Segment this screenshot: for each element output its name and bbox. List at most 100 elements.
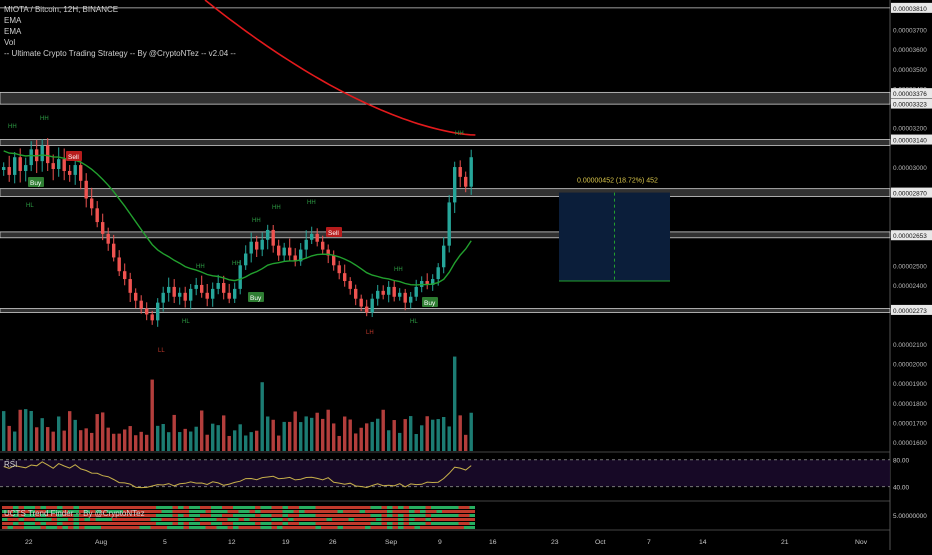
price-tag bbox=[891, 98, 932, 109]
swing-label: HL bbox=[182, 319, 190, 325]
trend-cell bbox=[145, 514, 151, 517]
trend-cell bbox=[189, 518, 195, 521]
trend-finder-label[interactable]: UCTS Trend Finder -- By @CryptoNTez bbox=[4, 509, 145, 518]
candle-body bbox=[172, 286, 176, 297]
trend-cell bbox=[436, 518, 442, 521]
trend-cell bbox=[381, 514, 387, 517]
candle-body bbox=[178, 292, 182, 297]
trend-cell bbox=[189, 522, 195, 525]
indicator-ema-2[interactable]: EMA bbox=[4, 27, 22, 36]
trend-cell bbox=[57, 526, 63, 529]
price-axis-label: 0.00002000 bbox=[893, 362, 927, 369]
trend-cell bbox=[57, 518, 63, 521]
trend-cell bbox=[249, 518, 255, 521]
trend-cell bbox=[436, 506, 442, 509]
trend-cell bbox=[387, 518, 393, 521]
signal-label: Buy bbox=[250, 295, 262, 302]
trend-cell bbox=[2, 514, 8, 517]
trend-cell bbox=[282, 510, 288, 513]
trend-cell bbox=[79, 510, 85, 513]
trend-cell bbox=[73, 526, 79, 529]
trend-cell bbox=[447, 514, 453, 517]
trend-cell bbox=[387, 510, 393, 513]
trend-cell bbox=[348, 510, 354, 513]
trend-cell bbox=[288, 514, 294, 517]
volume-bar bbox=[189, 431, 193, 451]
volume-bar bbox=[365, 423, 369, 451]
trend-cell bbox=[222, 522, 228, 525]
indicator-vol[interactable]: Vol bbox=[4, 38, 16, 47]
trend-cell bbox=[95, 518, 101, 521]
candle-body bbox=[255, 241, 259, 250]
trend-cell bbox=[293, 522, 299, 525]
trend-cell bbox=[381, 506, 387, 509]
volume-bar bbox=[150, 379, 154, 451]
trend-cell bbox=[79, 526, 85, 529]
volume-bar bbox=[216, 425, 220, 451]
volume-bar bbox=[376, 418, 380, 451]
rsi-label[interactable]: RSI bbox=[4, 460, 18, 469]
trend-cell bbox=[57, 514, 63, 517]
trend-cell bbox=[73, 522, 79, 525]
swing-label: LH bbox=[366, 330, 374, 336]
trend-cell bbox=[414, 510, 420, 513]
volume-bar bbox=[354, 433, 358, 451]
trend-cell bbox=[101, 518, 107, 521]
trend-cell bbox=[128, 506, 134, 509]
trend-cell bbox=[409, 518, 415, 521]
trend-cell bbox=[161, 506, 167, 509]
candle-body bbox=[161, 292, 165, 303]
trend-cell bbox=[211, 522, 217, 525]
trend-cell bbox=[282, 514, 288, 517]
trend-cell bbox=[354, 522, 360, 525]
trend-cell bbox=[156, 518, 162, 521]
trend-cell bbox=[145, 506, 151, 509]
price-axis-label: 0.00001600 bbox=[893, 440, 927, 447]
trend-cell bbox=[73, 506, 79, 509]
trend-cell bbox=[233, 514, 239, 517]
signal-badge bbox=[66, 151, 82, 161]
trend-cell bbox=[189, 514, 195, 517]
indicator-ema-1[interactable]: EMA bbox=[4, 16, 22, 25]
trend-cell bbox=[288, 506, 294, 509]
candle-body bbox=[84, 180, 88, 199]
trend-cell bbox=[123, 522, 129, 525]
trend-cell bbox=[101, 514, 107, 517]
trend-cell bbox=[436, 510, 442, 513]
trend-cell bbox=[222, 526, 228, 529]
trend-cell bbox=[46, 526, 52, 529]
price-axis-label: 0.00003000 bbox=[893, 165, 927, 172]
trend-cell bbox=[244, 518, 250, 521]
trend-cell bbox=[266, 506, 272, 509]
volume-bar bbox=[68, 411, 72, 451]
trend-cell bbox=[381, 522, 387, 525]
trend-cell bbox=[238, 518, 244, 521]
trend-cell bbox=[95, 514, 101, 517]
trend-cell bbox=[134, 526, 140, 529]
trend-cell bbox=[117, 514, 123, 517]
volume-bar bbox=[409, 416, 413, 451]
trend-cell bbox=[266, 514, 272, 517]
trend-cell bbox=[260, 526, 266, 529]
trend-cell bbox=[238, 506, 244, 509]
trend-cell bbox=[315, 518, 321, 521]
trend-cell bbox=[469, 514, 475, 517]
trend-cell bbox=[321, 526, 327, 529]
trend-cell bbox=[458, 518, 464, 521]
trend-cell bbox=[332, 514, 338, 517]
trend-cell bbox=[123, 514, 129, 517]
indicator-ucts[interactable]: -- Ultimate Crypto Trading Strategy -- B… bbox=[4, 49, 236, 58]
trend-cell bbox=[431, 506, 437, 509]
trend-cell bbox=[29, 506, 35, 509]
candle-body bbox=[24, 165, 28, 171]
swing-label: HH bbox=[307, 200, 316, 206]
trend-cell bbox=[35, 514, 41, 517]
volume-bar bbox=[29, 410, 33, 451]
trend-cell bbox=[310, 518, 316, 521]
trend-cell bbox=[260, 522, 266, 525]
trend-cell bbox=[7, 522, 13, 525]
volume-bar bbox=[200, 410, 204, 451]
trend-cell bbox=[442, 510, 448, 513]
